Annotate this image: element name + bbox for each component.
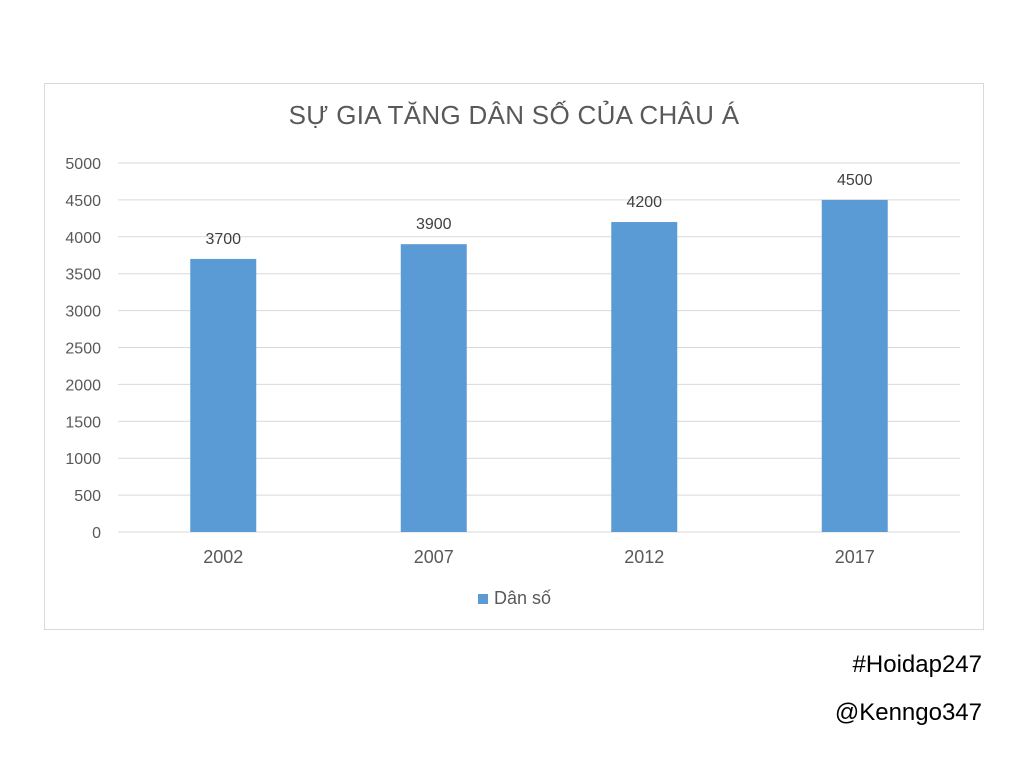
y-tick-label: 2000 (65, 377, 101, 394)
bars (190, 199, 888, 533)
data-label-2007: 3900 (416, 216, 452, 233)
legend: Dân số (478, 588, 551, 609)
y-tick-label: 5000 (65, 156, 101, 173)
y-tick-label: 2500 (65, 341, 101, 358)
y-tick-label: 3000 (65, 304, 101, 321)
data-label-2017: 4500 (837, 172, 873, 189)
data-labels: 3700 3900 4200 4500 (205, 172, 872, 248)
y-tick-label: 3500 (65, 267, 101, 284)
grid-lines (118, 162, 960, 533)
x-tick-label: 2007 (414, 547, 454, 567)
bar-2002 (190, 258, 257, 532)
y-tick-label: 4000 (65, 230, 101, 247)
y-tick-label: 1500 (65, 414, 101, 431)
y-tick-label: 1000 (65, 451, 101, 468)
x-tick-label: 2017 (835, 547, 875, 567)
y-tick-label: 500 (74, 488, 101, 505)
legend-label: Dân số (494, 588, 552, 608)
x-tick-label: 2012 (624, 547, 664, 567)
data-label-2002: 3700 (205, 231, 241, 248)
y-tick-label: 4500 (65, 193, 101, 210)
watermark-author: @Kenngo347 (834, 699, 982, 726)
bar-2017 (821, 199, 888, 532)
watermark-hashtag: #Hoidap247 (852, 651, 982, 678)
legend-swatch (478, 593, 488, 604)
bar-2012 (611, 222, 678, 533)
bar-2007 (400, 244, 467, 532)
data-label-2012: 4200 (626, 194, 662, 211)
chart-title: SỰ GIA TĂNG DÂN SỐ CỦA CHÂU Á (288, 100, 740, 130)
y-tick-label: 0 (92, 525, 101, 542)
x-axis-ticks: 2002 2007 2012 2017 (203, 547, 875, 567)
x-tick-label: 2002 (203, 547, 243, 567)
y-axis-ticks: 0 500 1000 1500 2000 2500 3000 3500 4000 4500 5000 (65, 156, 101, 542)
